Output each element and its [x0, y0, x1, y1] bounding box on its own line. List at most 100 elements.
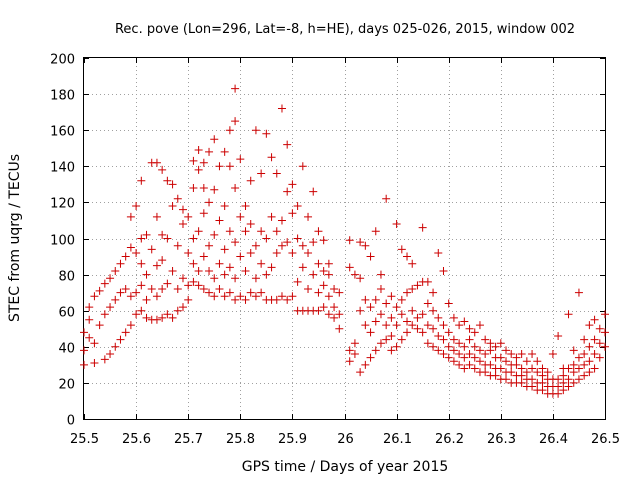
data-point — [158, 285, 167, 294]
data-point — [460, 364, 469, 373]
data-point — [335, 310, 344, 319]
data-point — [262, 234, 271, 243]
data-point — [465, 350, 474, 359]
data-point — [251, 126, 260, 135]
data-point — [522, 368, 531, 377]
data-point — [309, 270, 318, 279]
data-point — [184, 295, 193, 304]
data-point — [277, 216, 286, 225]
data-point — [601, 328, 609, 337]
data-point — [288, 292, 297, 301]
data-point — [158, 230, 167, 239]
data-point — [246, 220, 255, 229]
data-point — [569, 368, 578, 377]
data-point — [366, 328, 375, 337]
data-point — [288, 248, 297, 257]
data-point — [178, 220, 187, 229]
data-point — [152, 292, 161, 301]
data-point — [413, 281, 422, 290]
x-tick-label: 25.7 — [174, 432, 203, 447]
data-point — [439, 266, 448, 275]
data-point — [481, 335, 490, 344]
data-point — [590, 364, 599, 373]
data-point — [251, 292, 260, 301]
data-point — [231, 274, 240, 283]
data-point — [225, 227, 234, 236]
data-point — [564, 375, 573, 384]
data-point — [350, 350, 359, 359]
data-point — [324, 310, 333, 319]
data-point — [319, 236, 328, 245]
data-point — [272, 169, 281, 178]
data-point — [293, 202, 302, 211]
data-point — [121, 252, 130, 261]
data-point — [439, 335, 448, 344]
data-point — [330, 303, 339, 312]
data-point — [559, 378, 568, 387]
data-point — [507, 368, 516, 377]
data-point — [194, 266, 203, 275]
data-point — [241, 295, 250, 304]
data-point — [564, 382, 573, 391]
data-point — [418, 223, 427, 232]
y-tick-label: 40 — [58, 342, 75, 357]
data-point — [449, 357, 458, 366]
data-point — [225, 263, 234, 272]
data-point — [423, 339, 432, 348]
data-point — [137, 259, 146, 268]
data-point — [231, 183, 240, 192]
data-point — [106, 274, 115, 283]
data-point — [590, 335, 599, 344]
data-point — [533, 357, 542, 366]
data-point — [429, 342, 438, 351]
data-point — [158, 313, 167, 322]
data-point — [132, 248, 141, 257]
data-point — [460, 317, 469, 326]
data-point — [418, 328, 427, 337]
data-point — [392, 321, 401, 330]
data-point — [111, 266, 120, 275]
data-point — [116, 259, 125, 268]
data-point — [439, 350, 448, 359]
data-point — [225, 126, 234, 135]
data-point — [486, 339, 495, 348]
data-point — [178, 274, 187, 283]
data-point — [475, 321, 484, 330]
data-point — [554, 375, 563, 384]
data-point — [470, 328, 479, 337]
data-point — [460, 353, 469, 362]
data-point — [199, 252, 208, 261]
data-point — [100, 355, 109, 364]
data-point — [601, 342, 609, 351]
data-point — [371, 346, 380, 355]
data-point — [257, 227, 266, 236]
data-point — [455, 339, 464, 348]
data-point — [559, 386, 568, 395]
data-point — [350, 339, 359, 348]
data-point — [257, 259, 266, 268]
data-point — [283, 140, 292, 149]
data-point — [246, 288, 255, 297]
x-tick-label: 26.4 — [539, 432, 568, 447]
data-point — [392, 220, 401, 229]
data-point — [293, 277, 302, 286]
data-point — [173, 194, 182, 203]
data-point — [387, 346, 396, 355]
data-point — [403, 288, 412, 297]
data-point — [585, 321, 594, 330]
data-point — [241, 227, 250, 236]
data-point — [85, 333, 94, 342]
data-point — [121, 328, 130, 337]
data-point — [116, 335, 125, 344]
axis-ticks: 25.5 25.6 25.7 25.8 25.9 26 26.1 26.2 26.3 26.4 26… — [50, 53, 620, 448]
data-point — [236, 212, 245, 221]
data-point — [132, 202, 141, 211]
data-point — [205, 198, 214, 207]
data-point — [283, 187, 292, 196]
data-point — [408, 259, 417, 268]
data-point — [533, 368, 542, 377]
data-point — [215, 285, 224, 294]
data-point — [158, 256, 167, 265]
data-point — [376, 310, 385, 319]
data-point — [225, 288, 234, 297]
